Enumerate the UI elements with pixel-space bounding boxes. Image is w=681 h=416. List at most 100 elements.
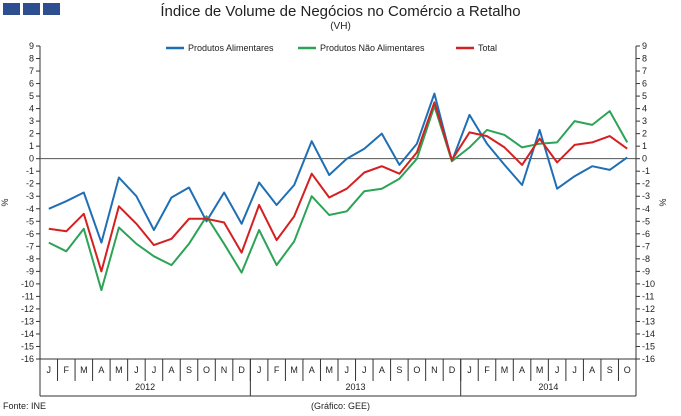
y-tick-label-left: 6 — [29, 79, 34, 89]
y-tick-label-right: -11 — [642, 291, 654, 301]
x-tick-label: A — [519, 365, 525, 375]
y-tick-label-right: -10 — [642, 279, 655, 289]
series-line — [48, 92, 628, 244]
y-tick-label-right: -8 — [642, 254, 650, 264]
legend-label: Total — [478, 43, 497, 53]
y-tick-label-left: -16 — [21, 354, 34, 364]
y-tick-label-right: -5 — [642, 216, 650, 226]
y-tick-label-right: -12 — [642, 304, 655, 314]
y-tick-label-right: -6 — [642, 229, 650, 239]
y-tick-label-left: -13 — [21, 316, 34, 326]
y-tick-label-left: 4 — [29, 104, 34, 114]
x-tick-label: S — [186, 365, 192, 375]
year-label: 2012 — [135, 382, 155, 392]
x-tick-label: A — [98, 365, 104, 375]
y-tick-label-right: -1 — [642, 166, 650, 176]
x-tick-label: F — [64, 365, 70, 375]
year-label: 2014 — [538, 382, 558, 392]
y-tick-label-right: 0 — [642, 154, 647, 164]
y-tick-label-left: -2 — [26, 179, 34, 189]
y-tick-label-left: -6 — [26, 229, 34, 239]
x-tick-label: J — [467, 365, 472, 375]
x-tick-label: O — [413, 365, 420, 375]
y-tick-label-right: 1 — [642, 141, 647, 151]
x-tick-label: M — [115, 365, 123, 375]
y-tick-label-right: 3 — [642, 116, 647, 126]
x-tick-label: J — [152, 365, 157, 375]
logo-block — [3, 3, 20, 15]
x-tick-label: J — [555, 365, 560, 375]
y-tick-label-right: -7 — [642, 241, 650, 251]
y-tick-label-right: -16 — [642, 354, 655, 364]
x-tick-label: A — [309, 365, 315, 375]
x-tick-label: F — [274, 365, 280, 375]
x-tick-label: D — [238, 365, 245, 375]
y-tick-label-left: 7 — [29, 66, 34, 76]
y-tick-label-left: -10 — [21, 279, 34, 289]
y-tick-label-right: -4 — [642, 204, 650, 214]
y-axis-title-right: % — [658, 198, 668, 206]
y-tick-label-left: -3 — [26, 191, 34, 201]
y-tick-label-left: -8 — [26, 254, 34, 264]
x-tick-label: D — [449, 365, 456, 375]
x-tick-label: M — [80, 365, 88, 375]
logo-block — [23, 3, 40, 15]
y-tick-label-left: 1 — [29, 141, 34, 151]
x-tick-label: J — [134, 365, 139, 375]
y-tick-label-left: 8 — [29, 54, 34, 64]
y-tick-label-left: 3 — [29, 116, 34, 126]
y-tick-label-right: 6 — [642, 79, 647, 89]
y-tick-label-right: -3 — [642, 191, 650, 201]
x-tick-label: M — [501, 365, 509, 375]
x-tick-label: M — [325, 365, 333, 375]
x-tick-label: J — [345, 365, 350, 375]
y-tick-label-left: -11 — [22, 291, 34, 301]
y-tick-label-left: -5 — [26, 216, 34, 226]
logo-block — [43, 3, 60, 15]
x-tick-label: N — [221, 365, 228, 375]
y-tick-label-right: 8 — [642, 54, 647, 64]
ine-logo — [3, 3, 60, 15]
y-tick-label-right: 2 — [642, 129, 647, 139]
y-tick-label-left: 5 — [29, 91, 34, 101]
chart-subtitle: (VH) — [330, 21, 351, 32]
y-tick-label-left: -7 — [26, 241, 34, 251]
x-tick-label: A — [589, 365, 595, 375]
x-tick-label: M — [536, 365, 544, 375]
y-tick-label-left: -14 — [21, 329, 34, 339]
y-tick-label-left: -1 — [26, 166, 34, 176]
y-axis-title-left: % — [0, 198, 10, 206]
y-tick-label-right: 4 — [642, 104, 647, 114]
x-tick-label: J — [572, 365, 577, 375]
source-note: Fonte: INE — [3, 401, 47, 411]
chart-credit: (Gráfico: GEE) — [310, 401, 370, 411]
legend-label: Produtos Alimentares — [188, 43, 274, 53]
y-tick-label-right: -9 — [642, 266, 650, 276]
legend-label: Produtos Não Alimentares — [320, 43, 425, 53]
x-tick-label: F — [484, 365, 490, 375]
y-tick-label-left: -12 — [21, 304, 34, 314]
x-tick-label: O — [624, 365, 631, 375]
y-tick-label-right: -2 — [642, 179, 650, 189]
x-tick-label: S — [396, 365, 402, 375]
series-line — [48, 105, 629, 292]
x-tick-label: S — [607, 365, 613, 375]
x-tick-label: J — [362, 365, 367, 375]
y-tick-label-right: -15 — [642, 341, 655, 351]
y-tick-label-right: 9 — [642, 41, 647, 51]
y-tick-label-right: 5 — [642, 91, 647, 101]
x-tick-label: A — [168, 365, 174, 375]
x-tick-label: N — [431, 365, 438, 375]
x-tick-label: A — [379, 365, 385, 375]
y-tick-label-left: 9 — [29, 41, 34, 51]
chart-title: Índice de Volume de Negócios no Comércio… — [160, 3, 521, 20]
y-tick-label-left: -4 — [26, 204, 34, 214]
y-tick-label-left: 2 — [29, 129, 34, 139]
y-tick-label-right: 7 — [642, 66, 647, 76]
series-line — [48, 101, 628, 273]
y-tick-label-right: -13 — [642, 316, 655, 326]
x-tick-label: O — [203, 365, 210, 375]
x-tick-label: J — [47, 365, 52, 375]
y-tick-label-left: -9 — [26, 266, 34, 276]
